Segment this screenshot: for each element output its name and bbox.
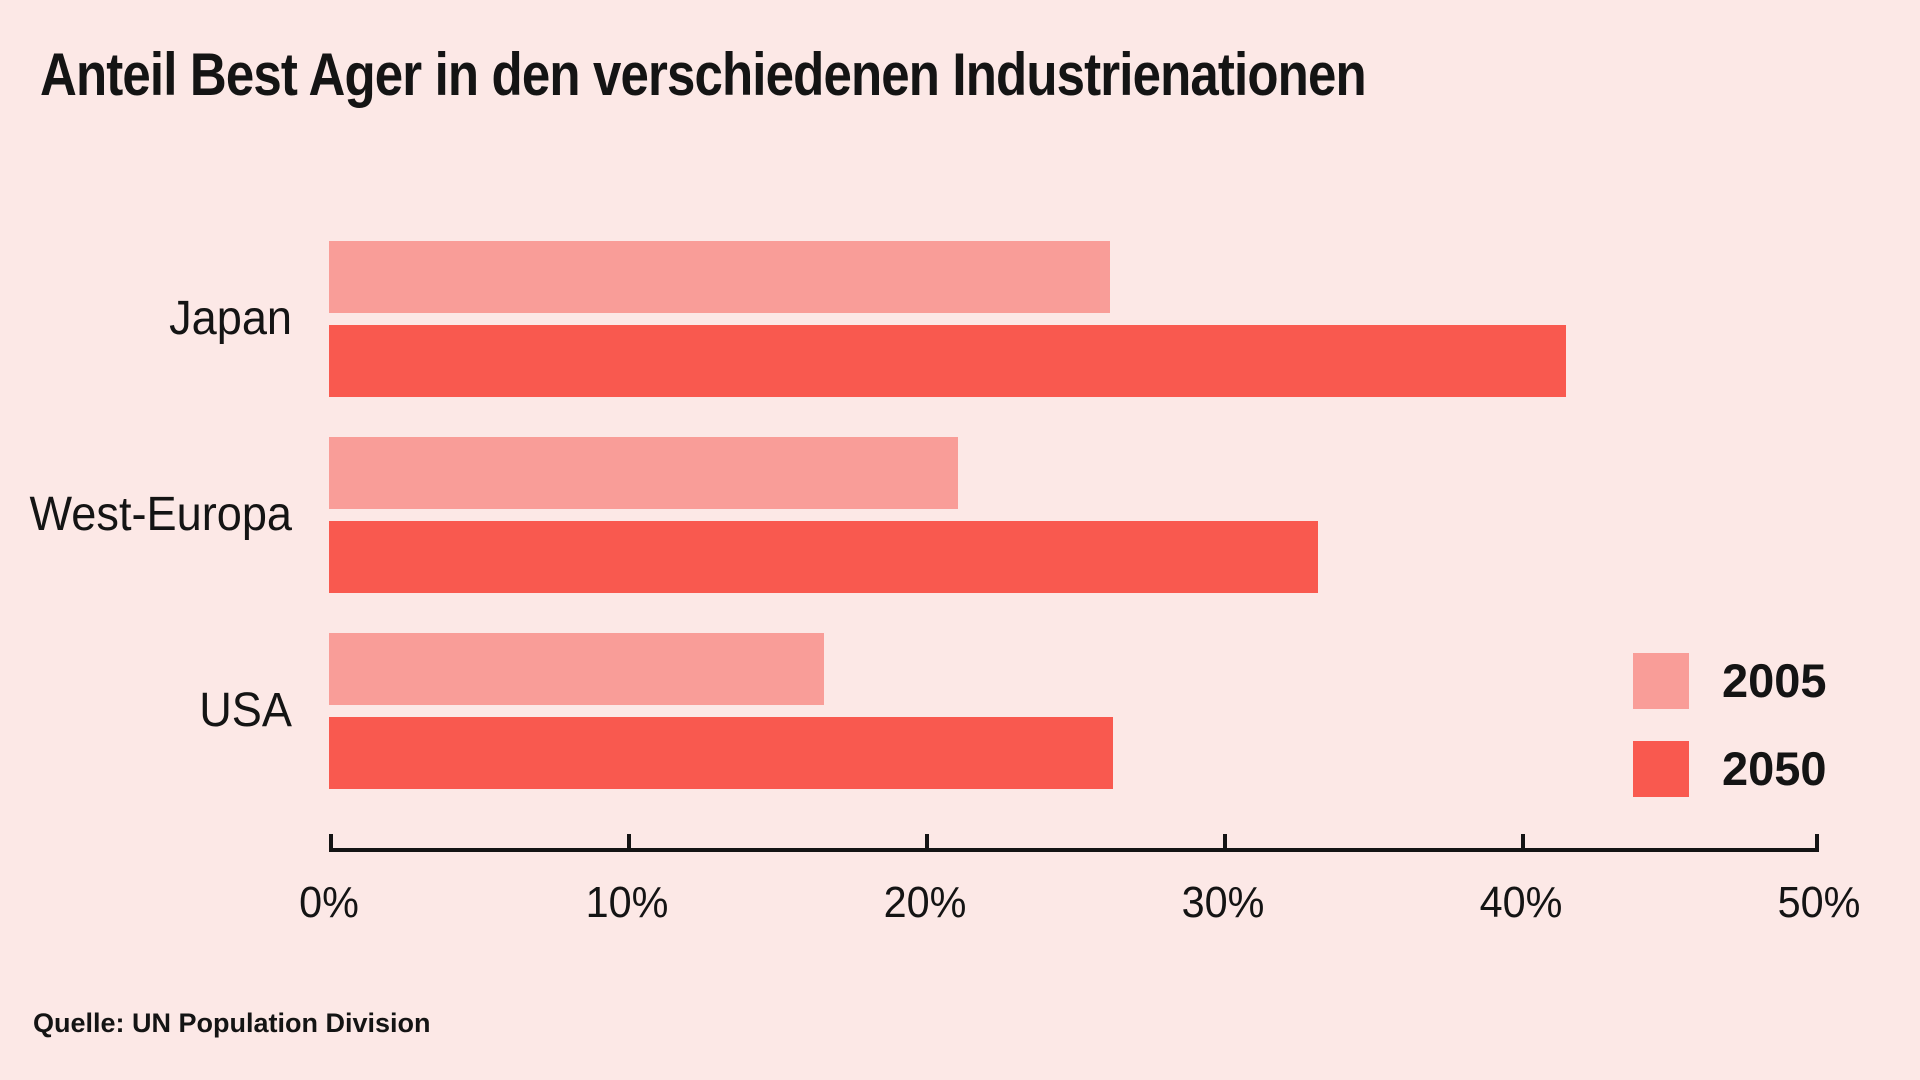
bar-japan-2005 (329, 241, 1110, 313)
legend-item-2005: 2005 (1633, 653, 1827, 709)
legend-swatch-2005 (1633, 653, 1689, 709)
x-axis-tick-label-20: 20% (883, 878, 967, 927)
x-axis-line (329, 848, 1819, 852)
x-axis-tick-label-10: 10% (585, 878, 669, 927)
bar-usa-2005 (329, 633, 824, 705)
x-axis-tick-20 (925, 834, 929, 848)
x-axis-tick-30 (1223, 834, 1227, 848)
chart-title: Anteil Best Ager in den verschiedenen In… (40, 41, 1367, 108)
x-axis-tick-40 (1521, 834, 1525, 848)
x-axis-tick-label-0: 0% (299, 878, 359, 927)
x-axis-tick-0 (329, 834, 333, 848)
x-axis-tick-label-40: 40% (1479, 878, 1563, 927)
category-label-japan: Japan (169, 292, 292, 345)
legend-label-2005: 2005 (1722, 654, 1827, 707)
legend-label-2050: 2050 (1722, 742, 1827, 795)
legend-swatch-2050 (1633, 741, 1689, 797)
category-label-west-europa: West-Europa (29, 488, 292, 541)
bar-west-europa-2050 (329, 521, 1318, 593)
x-axis-tick-label-30: 30% (1181, 878, 1265, 927)
x-axis-tick-50 (1815, 834, 1819, 848)
bar-japan-2050 (329, 325, 1566, 397)
bar-usa-2050 (329, 717, 1113, 789)
bar-west-europa-2005 (329, 437, 958, 509)
x-axis-tick-label-50: 50% (1777, 878, 1861, 927)
legend: 2005 2050 (1633, 653, 1827, 829)
legend-item-2050: 2050 (1633, 741, 1827, 797)
source-caption: Quelle: UN Population Division (33, 1008, 431, 1038)
x-axis-tick-10 (627, 834, 631, 848)
category-label-usa: USA (199, 684, 292, 737)
